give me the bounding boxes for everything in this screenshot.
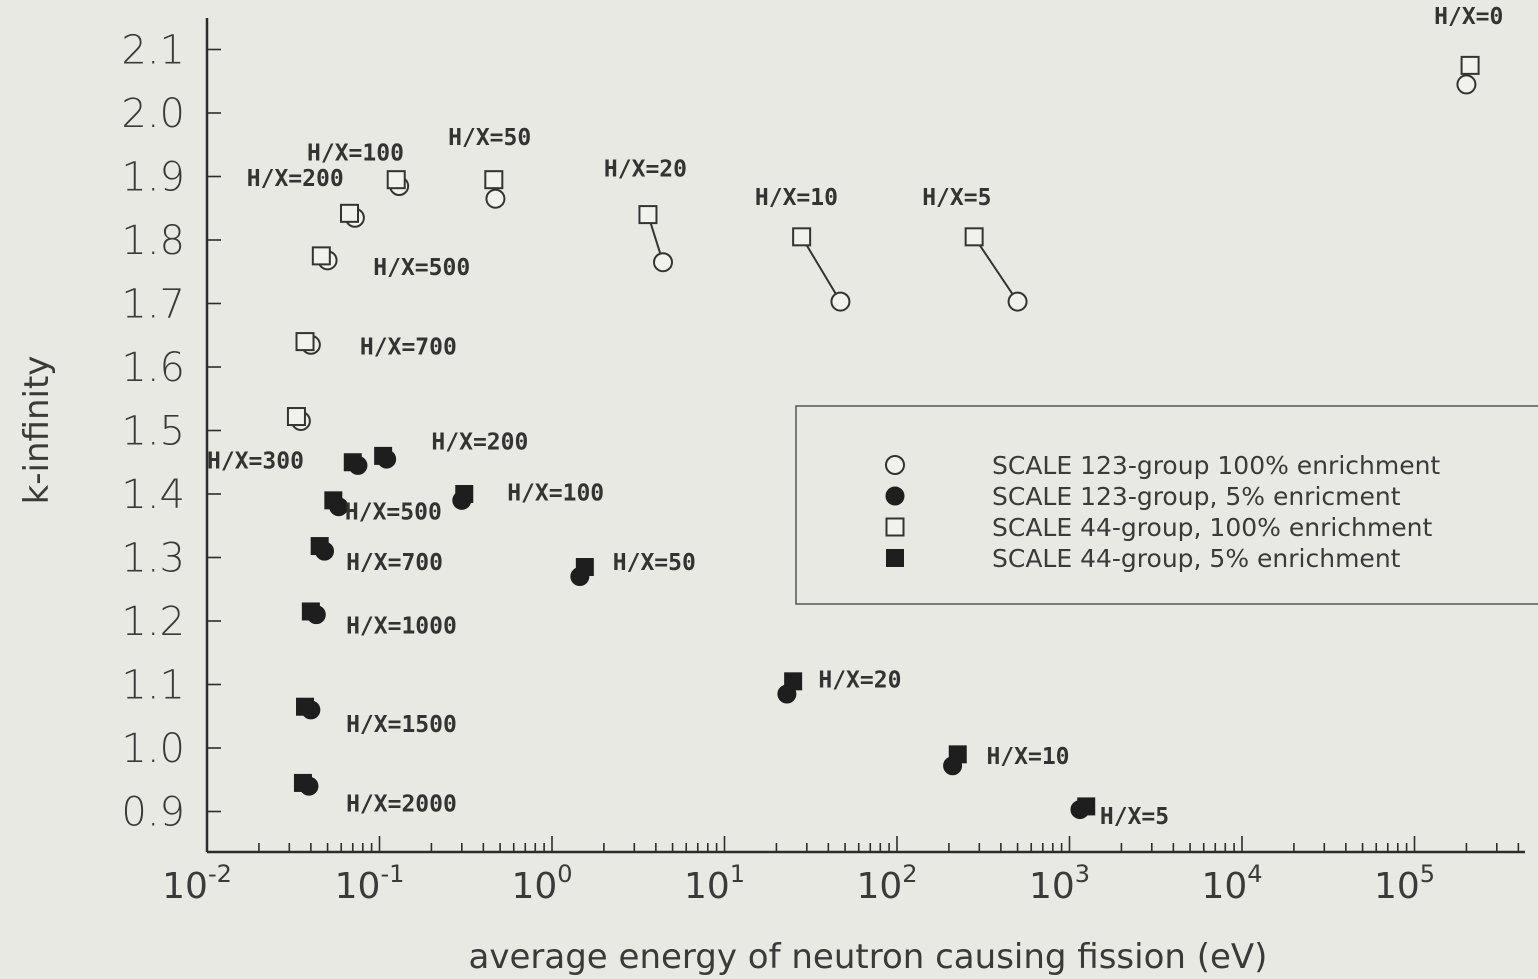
data-point-filled-circle [885, 486, 905, 506]
data-point-open-square [1460, 55, 1480, 75]
y-tick-label: 1.4 [121, 472, 185, 518]
data-point-open-circle [1007, 291, 1028, 312]
y-tick-label: 1.9 [121, 155, 185, 201]
y-tick-label: 0.9 [121, 790, 185, 836]
y-tick-label: 1.5 [121, 409, 185, 455]
data-point-filled-square [575, 558, 594, 577]
point-annotation: H/X=5 [922, 185, 991, 211]
connector-line [973, 236, 1019, 303]
y-tick-label: 1.0 [121, 726, 185, 772]
data-point-filled-square [374, 446, 393, 465]
point-annotation: H/X=1500 [346, 712, 457, 738]
data-point-filled-square [886, 549, 904, 567]
data-point-open-square [792, 227, 812, 247]
point-annotation: H/X=1000 [346, 614, 457, 640]
data-point-open-square [964, 227, 984, 247]
legend-entry-label: SCALE 123-group 100% enrichment [992, 451, 1440, 480]
point-annotation: H/X=700 [360, 334, 457, 360]
point-annotation: H/X=50 [448, 125, 531, 151]
data-point-open-square [885, 517, 905, 537]
connector-line [800, 236, 842, 303]
point-annotation: H/X=20 [604, 157, 687, 183]
point-annotation: H/X=10 [755, 185, 838, 211]
data-point-open-square [386, 170, 406, 190]
axes [205, 18, 1525, 854]
data-point-filled-square [343, 453, 362, 472]
x-tick-label: 100 [511, 860, 572, 907]
data-point-open-square [286, 407, 306, 427]
data-point-open-square [638, 205, 658, 225]
x-tick-label: 104 [1201, 860, 1262, 907]
point-annotation: H/X=50 [613, 550, 696, 576]
point-annotation: H/X=10 [986, 744, 1069, 770]
y-tick-label: 1.8 [121, 218, 185, 264]
y-axis-label: k-infinity [17, 356, 57, 505]
legend-entry-label: SCALE 44-group, 100% enrichment [992, 513, 1432, 542]
point-annotation: H/X=200 [431, 430, 528, 456]
data-point-open-square [484, 170, 504, 190]
y-tick-label: 1.7 [121, 282, 185, 328]
legend-entry-label: SCALE 123-group, 5% enricment [992, 482, 1401, 511]
data-point-filled-square [784, 672, 803, 691]
data-point-open-circle [830, 291, 851, 312]
x-tick-label: 10-1 [335, 860, 405, 907]
point-annotation: H/X=300 [207, 449, 304, 475]
legend-box [795, 405, 1538, 605]
legend-entry-label: SCALE 44-group, 5% enrichment [992, 544, 1401, 573]
data-point-filled-square [296, 697, 315, 716]
y-ticks: 0.9 1.0 1.1 1.2 1.3 1.4 1.5 1.6 1.7 1.8 1.9 2.0 2.1 [121, 28, 221, 836]
x-ticks: 10-2 10-1 100 101 102 103 104 105 [162, 836, 1520, 907]
data-point-open-circle [1456, 74, 1477, 95]
x-tick-label: 102 [856, 860, 917, 907]
y-tick-label: 2.0 [121, 91, 185, 137]
point-annotation: H/X=0 [1434, 4, 1503, 30]
point-annotation: H/X=100 [307, 141, 404, 167]
x-axis-label: average energy of neutron causing fissio… [469, 937, 1268, 977]
connector-lines [647, 214, 1019, 303]
point-annotation: H/X=20 [818, 668, 901, 694]
data-point-open-circle [485, 188, 506, 209]
annotations: H/X=0 H/X=100 H/X=50 H/X=200 H/X=20 H/X=10 H/X… [207, 4, 1503, 830]
data-point-open-circle [652, 252, 673, 273]
data-point-filled-square [293, 773, 312, 792]
x-tick-label: 101 [684, 860, 745, 907]
point-annotation: H/X=100 [507, 480, 604, 506]
y-tick-label: 1.1 [121, 663, 185, 709]
y-tick-label: 2.1 [121, 28, 185, 74]
point-annotation: H/X=200 [247, 166, 344, 192]
data-point-open-square [295, 332, 315, 352]
point-annotation: H/X=500 [373, 255, 470, 281]
data-point-open-square [311, 246, 331, 266]
data-point-filled-square [310, 537, 329, 556]
data-point-filled-square [301, 602, 320, 621]
x-tick-label: 10-2 [162, 860, 232, 907]
data-marks [286, 55, 1480, 820]
data-point-open-square [339, 203, 359, 223]
data-point-filled-square [948, 745, 967, 764]
point-annotation: H/X=500 [345, 499, 442, 525]
data-point-filled-square [324, 491, 343, 510]
point-annotation: H/X=700 [346, 550, 443, 576]
y-tick-label: 1.6 [121, 345, 185, 391]
data-point-filled-square [455, 485, 474, 503]
data-point-open-circle [885, 455, 905, 475]
x-tick-label: 103 [1029, 860, 1090, 907]
y-tick-label: 1.2 [121, 599, 185, 645]
data-point-filled-square [1077, 797, 1096, 816]
point-annotation: H/X=5 [1100, 804, 1169, 830]
y-tick-label: 1.3 [121, 536, 185, 582]
point-annotation: H/X=2000 [346, 792, 457, 818]
x-tick-label: 105 [1374, 860, 1435, 907]
